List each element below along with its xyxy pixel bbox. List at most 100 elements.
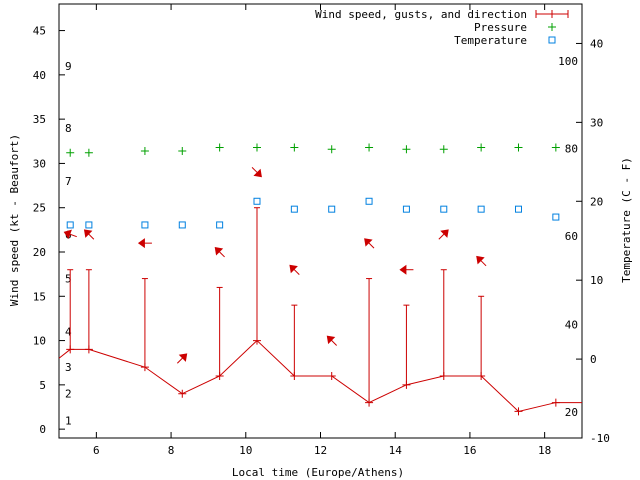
pressure-point (140, 147, 149, 156)
pressure-point (178, 147, 187, 156)
wind-speed-point (290, 372, 299, 380)
data-marks (58, 143, 582, 416)
x-tick-label: 10 (239, 444, 252, 457)
wind-arrow-head (289, 264, 298, 274)
wind-speed-point (252, 336, 261, 345)
plot-frame (58, 3, 583, 439)
legend-label: Pressure (474, 21, 527, 34)
x-axis-label: Local time (Europe/Athens) (232, 466, 404, 479)
pressure-point (84, 148, 93, 157)
wind-direction-arrow (399, 264, 414, 275)
beaufort-label: 9 (65, 60, 72, 73)
beaufort-label: 3 (65, 361, 72, 374)
y-right-tick-label: 20 (590, 195, 603, 208)
y-left-tick-label: 25 (33, 202, 46, 215)
temperature-point (290, 205, 298, 213)
wind-speed-point (140, 363, 149, 372)
temperature-point (85, 221, 93, 229)
wind-speed-point (215, 372, 224, 380)
legend: Wind speed, gusts, and directionPressure… (315, 8, 569, 47)
y-right-tick-label: 10 (590, 274, 603, 287)
fahrenheit-label: 40 (565, 318, 578, 331)
wind-direction-arrow (364, 238, 375, 249)
wind-arrow-head (83, 229, 93, 238)
y-left-tick-label: 30 (33, 157, 46, 170)
wind-direction-arrow (326, 335, 338, 346)
y-left-tick-label: 40 (33, 69, 46, 82)
pressure-point (327, 145, 336, 154)
y-right-tick-label: 30 (590, 116, 603, 129)
y-left-tick-label: 20 (33, 246, 46, 259)
temperature-point (477, 205, 485, 213)
wind-speed-point (402, 380, 411, 389)
fahrenheit-label: 80 (565, 142, 578, 155)
pressure-point (290, 143, 299, 152)
legend-swatch-ticks (535, 10, 569, 18)
pressure-point (252, 143, 261, 152)
fahrenheit-label: 20 (565, 406, 578, 419)
wind-direction-arrow (251, 166, 262, 178)
y-left-tick-label: 15 (33, 290, 46, 303)
y-right-tick-label: -10 (590, 432, 610, 445)
pressure-point (439, 145, 448, 154)
x-tick-label: 12 (314, 444, 327, 457)
beaufort-label: 2 (65, 388, 72, 401)
legend-label: Temperature (454, 34, 527, 47)
wind-direction-arrow (289, 264, 300, 276)
wind-arrow-head (364, 238, 373, 247)
wind-arrow-head (440, 229, 449, 238)
fahrenheit-label: 100 (558, 55, 578, 68)
wind-arrow-head (63, 229, 72, 239)
x-tick-label: 16 (463, 444, 476, 457)
temperature-point (514, 205, 522, 213)
x-tick-label: 8 (168, 444, 175, 457)
pressure-point (402, 145, 411, 154)
beaufort-label: 4 (65, 326, 72, 339)
y-left-tick-label: 10 (33, 335, 46, 348)
beaufort-label: 7 (65, 175, 72, 188)
temperature-point (440, 205, 448, 213)
y-axis-right-label: Temperature (C - F) (620, 157, 633, 283)
pressure-point (215, 143, 224, 152)
y-left-tick-label: 45 (33, 25, 46, 38)
wind-speed-point (178, 389, 187, 398)
wind-speed-point (66, 345, 75, 354)
wind-direction-arrow (63, 229, 77, 239)
temperature-point (365, 197, 373, 205)
y-axis-left-label: Wind speed (kt - Beaufort) (8, 134, 21, 306)
wind-arrow-head (476, 255, 485, 265)
wind-speed-point (514, 407, 523, 416)
wind-arrow-head (214, 247, 224, 256)
y-left-tick-label: 0 (39, 423, 46, 436)
pressure-point (477, 143, 486, 152)
temperature-point (253, 197, 261, 205)
beaufort-label: 8 (65, 122, 72, 135)
y-left-tick-label: 5 (39, 379, 46, 392)
wind-speed-point (439, 372, 448, 380)
wind-arrow-head (326, 335, 336, 345)
temperature-point (178, 221, 186, 229)
wind-speed-point (477, 372, 486, 380)
wind-speed-point (365, 398, 374, 407)
temperature-point (66, 221, 74, 229)
y-right-tick-label: 0 (590, 353, 597, 366)
legend-swatch (548, 23, 556, 31)
wind-direction-arrow (438, 229, 449, 240)
wind-speed-point (327, 372, 336, 380)
pressure-point (365, 143, 374, 152)
x-tick-label: 18 (538, 444, 551, 457)
x-tick-label: 14 (389, 444, 403, 457)
wind-arrow-head (137, 238, 145, 249)
wind-arrow-head (253, 168, 262, 178)
wind-direction-arrow (137, 238, 152, 249)
wind-direction-arrow (476, 255, 487, 267)
wind-arrow-head (399, 264, 407, 275)
beaufort-label: 1 (65, 414, 72, 427)
y-left-tick-label: 35 (33, 113, 46, 126)
legend-label: Wind speed, gusts, and direction (315, 8, 527, 21)
x-tick-label: 6 (93, 444, 100, 457)
fahrenheit-label: 60 (565, 230, 578, 243)
wind-speed-line (58, 339, 582, 412)
temperature-point (141, 221, 149, 229)
